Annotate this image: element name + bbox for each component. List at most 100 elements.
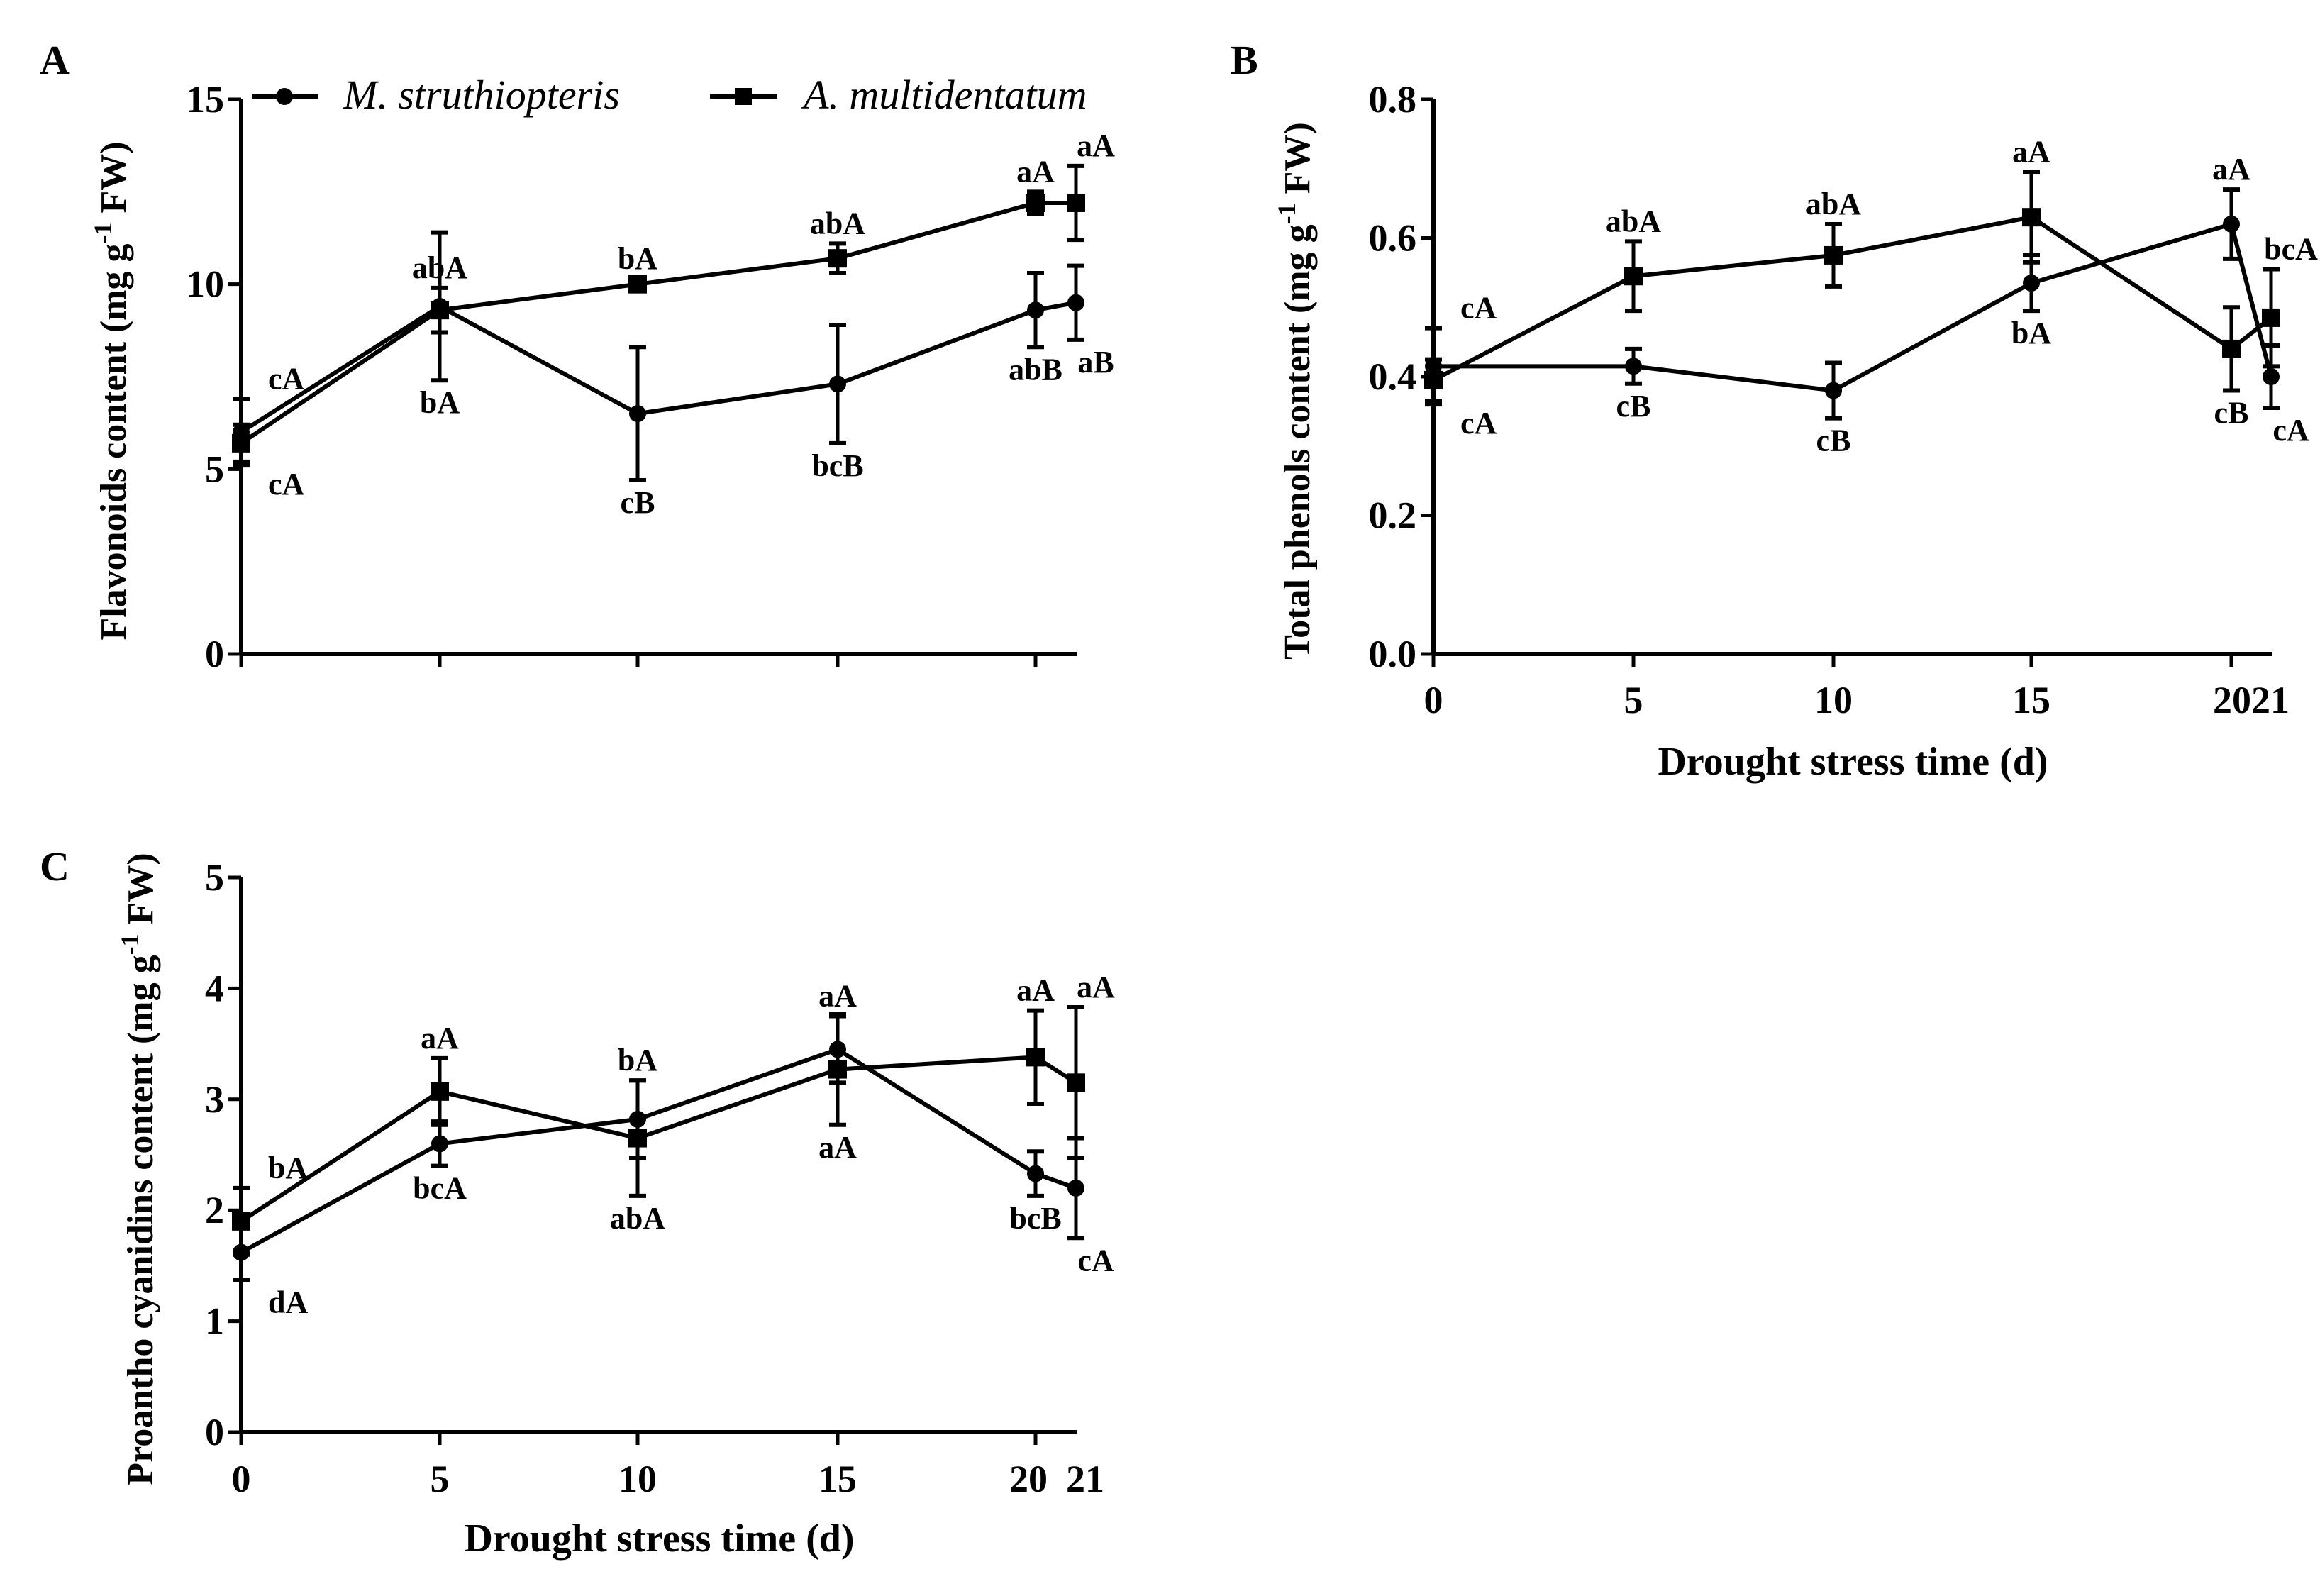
significance-label: aA: [421, 1021, 459, 1055]
significance-label: bcB: [811, 448, 863, 483]
data-point-circle: [1067, 1179, 1084, 1197]
significance-label: cB: [621, 485, 655, 520]
y-tick-label: 15: [186, 78, 224, 121]
significance-label: aA: [2212, 152, 2250, 187]
significance-label: bA: [420, 385, 460, 420]
y-axis-label: Total phenols content (mg g-1 FW): [1272, 122, 1318, 660]
significance-label: cA: [268, 361, 305, 396]
legend-square-marker: [735, 88, 752, 105]
data-point-square: [232, 1212, 250, 1231]
data-point-square: [2262, 308, 2280, 327]
data-point-square: [1067, 193, 1085, 212]
significance-label: abA: [1606, 204, 1661, 238]
x-tick-label: 10: [618, 1458, 657, 1500]
data-point-square: [232, 433, 250, 453]
series-m-struthiopteris: cA cB cB bA aA cA: [1425, 152, 2309, 458]
legend: M. struthiopteris A. multidentatum: [252, 72, 1087, 118]
significance-label: aB: [1077, 345, 1114, 379]
significance-label: bcA: [413, 1171, 467, 1206]
significance-label: aA: [1016, 154, 1055, 189]
data-point-square: [431, 301, 449, 320]
panel-c: C 0 1 2 3 4 5 0 5 10 15 20 21 Drought stress time (d)…: [40, 843, 1115, 1561]
significance-label: cB: [2214, 396, 2249, 431]
data-point-square: [828, 1060, 847, 1079]
x-tick-label: 2021: [2213, 679, 2290, 721]
data-point-circle: [1825, 382, 1842, 399]
significance-label: bA: [618, 241, 657, 276]
significance-label: cA: [1460, 406, 1497, 440]
data-point-square: [628, 275, 647, 294]
data-point-circle: [1067, 294, 1084, 311]
legend-label-m-struthiopteris: M. struthiopteris: [343, 72, 620, 118]
series-m-struthiopteris: cA bA cB bcB abB aB: [233, 230, 1114, 520]
significance-label: aA: [818, 1130, 857, 1165]
significance-label: bA: [618, 1043, 657, 1077]
y-tick-label: 3: [205, 1078, 224, 1121]
significance-label: aA: [2012, 135, 2050, 170]
x-axis-label: Drought stress time (d): [464, 1517, 854, 1561]
series-a-multidentatum: bA aA abA aA aA aA: [232, 970, 1115, 1257]
data-point-square: [2022, 208, 2041, 227]
x-tick-label: 0: [232, 1458, 251, 1500]
significance-label: abA: [810, 206, 865, 240]
significance-label: aA: [1077, 128, 1115, 163]
significance-label: bcA: [2264, 231, 2318, 266]
y-tick-label: 0.6: [1369, 217, 1417, 260]
significance-label: aA: [1077, 970, 1115, 1004]
significance-label: aA: [1016, 973, 1055, 1008]
legend-label-a-multidentatum: A. multidentatum: [801, 72, 1087, 118]
series-line: [240, 1055, 1077, 1224]
y-axis-label-unit: FW): [121, 853, 161, 933]
x-tick-label: 15: [818, 1458, 857, 1500]
data-point-square: [1026, 193, 1045, 212]
x-tick-label: 5: [1624, 679, 1643, 721]
series-line: [240, 300, 1077, 434]
series-m-struthiopteris: dA bcA bA aA bcB cA: [233, 979, 1114, 1320]
data-point-square: [1424, 370, 1443, 389]
panel-letter: A: [40, 37, 70, 83]
panel-letter: B: [1231, 37, 1258, 83]
panel-letter: C: [40, 843, 70, 890]
data-point-square: [1624, 267, 1643, 286]
y-tick-label: 5: [205, 856, 224, 899]
y-tick-label: 0: [205, 633, 224, 675]
y-tick-label: 0.0: [1369, 633, 1417, 675]
y-tick-label: 0.8: [1369, 78, 1417, 121]
y-tick-label: 0: [205, 1411, 224, 1453]
data-point-circle: [2023, 275, 2040, 292]
x-tick-label: 0: [1424, 679, 1443, 721]
significance-label: dA: [268, 1285, 308, 1320]
significance-label: bA: [2011, 316, 2051, 350]
y-tick-label: 2: [205, 1189, 224, 1231]
panel-b: B 0.0 0.2 0.4 0.6 0.8 0 5 10 15 2021 Drought stress…: [1231, 37, 2318, 784]
x-tick-label: 10: [1814, 679, 1853, 721]
significance-label: cA: [1077, 1243, 1114, 1278]
legend-circle-marker: [276, 88, 293, 105]
data-point-square: [628, 1129, 647, 1148]
x-tick-label: 15: [2012, 679, 2050, 721]
y-tick-label: 10: [186, 263, 224, 306]
data-point-circle: [2223, 215, 2240, 233]
y-tick-label: 1: [205, 1300, 224, 1343]
y-axis-label-unit: FW): [94, 141, 134, 222]
significance-label: cB: [1616, 389, 1651, 423]
y-tick-label: 0.4: [1369, 355, 1417, 398]
data-point-square: [431, 1082, 449, 1101]
y-axis-label: Flavonoids content (mg g-1 FW): [89, 141, 134, 640]
data-point-square: [1824, 245, 1843, 265]
data-point-circle: [1027, 1165, 1044, 1182]
x-axis-label: Drought stress time (d): [1658, 740, 2048, 784]
significance-label: aA: [818, 979, 857, 1014]
significance-label: abA: [610, 1201, 665, 1236]
series-line: [1432, 214, 2272, 382]
data-point-circle: [1027, 301, 1044, 319]
series-a-multidentatum: cA abA bA abA aA aA: [232, 128, 1115, 501]
series-line: [240, 200, 1076, 445]
data-point-circle: [431, 1135, 448, 1153]
series-a-multidentatum: cA abA abA aA cB bcA: [1424, 135, 2318, 440]
y-axis-label-text: Total phenols content (mg g: [1277, 224, 1318, 659]
significance-label: cA: [1460, 291, 1497, 326]
series-line: [1433, 221, 2273, 393]
y-tick-label: 0.2: [1369, 494, 1417, 537]
